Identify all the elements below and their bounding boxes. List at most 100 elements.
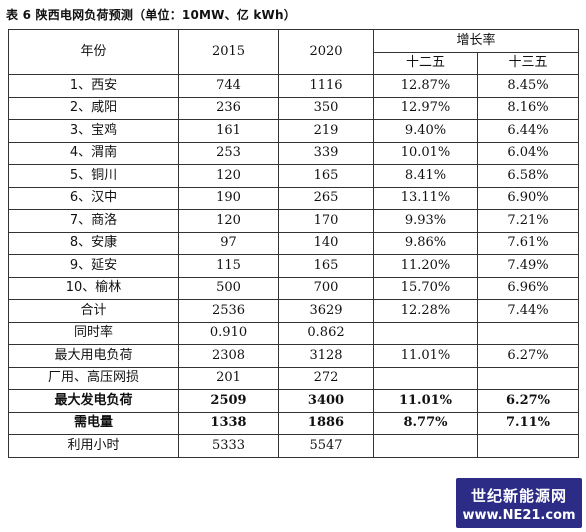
- table-row: 9、延安 115 165 11.20% 7.49%: [8, 254, 580, 278]
- row-name-cell: 厂用、高压网损: [8, 366, 179, 390]
- value-2020-cell: 3400: [278, 389, 374, 413]
- growth-12th-cell: [373, 366, 478, 390]
- growth-12th-cell: 11.20%: [373, 254, 478, 278]
- growth-13th-cell: 7.11%: [476, 411, 580, 435]
- growth-12th-cell: 15.70%: [373, 276, 478, 300]
- growth-13th-cell: 6.90%: [476, 186, 580, 210]
- value-2020-cell: 1886: [278, 411, 374, 435]
- growth-12th-cell: [373, 321, 478, 345]
- row-name-cell: 6、汉中: [8, 186, 179, 210]
- growth-13th-cell: 8.45%: [476, 74, 580, 98]
- growth-13th-cell: [476, 366, 580, 390]
- row-name-cell: 2、咸阳: [8, 96, 179, 120]
- growth-12th-cell: 11.01%: [373, 344, 478, 368]
- row-name-cell: 最大用电负荷: [8, 344, 179, 368]
- year-header: 年份: [8, 29, 179, 75]
- value-2015-cell: 2536: [178, 299, 279, 323]
- value-2020-cell: 350: [278, 96, 374, 120]
- value-2015-cell: 744: [178, 74, 279, 98]
- site-watermark: 世纪新能源网 www.NE21.com: [456, 478, 582, 528]
- growth-12th-cell: 9.86%: [373, 231, 478, 255]
- growth-13th-cell: [476, 321, 580, 345]
- value-2020-cell: 165: [278, 254, 374, 278]
- table-row: 最大用电负荷 2308 3128 11.01% 6.27%: [8, 344, 580, 368]
- row-name-cell: 7、商洛: [8, 209, 179, 233]
- value-2015-cell: 97: [178, 231, 279, 255]
- value-2015-cell: 236: [178, 96, 279, 120]
- row-name-cell: 利用小时: [8, 434, 179, 458]
- row-name-cell: 4、渭南: [8, 141, 179, 165]
- table-row: 同时率 0.910 0.862: [8, 321, 580, 345]
- row-name-cell: 9、延安: [8, 254, 179, 278]
- table-row: 7、商洛 120 170 9.93% 7.21%: [8, 209, 580, 233]
- row-name-cell: 3、宝鸡: [8, 119, 179, 143]
- value-2015-cell: 201: [178, 366, 279, 390]
- growth-13th-cell: 6.58%: [476, 164, 580, 188]
- growth-12th-cell: 12.87%: [373, 74, 478, 98]
- value-2015-cell: 1338: [178, 411, 279, 435]
- value-2020-cell: 170: [278, 209, 374, 233]
- table-row: 6、汉中 190 265 13.11% 6.90%: [8, 186, 580, 210]
- watermark-url: www.NE21.com: [462, 508, 576, 523]
- value-2015-cell: 2509: [178, 389, 279, 413]
- growth-12th-cell: 9.40%: [373, 119, 478, 143]
- table-row: 厂用、高压网损 201 272: [8, 366, 580, 390]
- value-2020-cell: 219: [278, 119, 374, 143]
- table-row: 10、榆林 500 700 15.70% 6.96%: [8, 276, 580, 300]
- growth-12th-cell: 12.28%: [373, 299, 478, 323]
- row-name-cell: 合计: [8, 299, 179, 323]
- value-2015-cell: 161: [178, 119, 279, 143]
- growth-13th-cell: 8.16%: [476, 96, 580, 120]
- table-row: 需电量 1338 1886 8.77% 7.11%: [8, 411, 580, 435]
- growth-12th-cell: 13.11%: [373, 186, 478, 210]
- watermark-title: 世纪新能源网: [470, 487, 567, 505]
- row-name-cell: 最大发电负荷: [8, 389, 179, 413]
- table-row: 5、铜川 120 165 8.41% 6.58%: [8, 164, 580, 188]
- table-row: 3、宝鸡 161 219 9.40% 6.44%: [8, 119, 580, 143]
- table-row: 合计 2536 3629 12.28% 7.44%: [8, 299, 580, 323]
- value-2015-cell: 2308: [178, 344, 279, 368]
- period-12th-header: 十二五: [373, 51, 478, 75]
- value-2020-cell: 165: [278, 164, 374, 188]
- value-2015-cell: 253: [178, 141, 279, 165]
- table-row: 1、西安 744 1116 12.87% 8.45%: [8, 74, 580, 98]
- table-row: 8、安康 97 140 9.86% 7.61%: [8, 231, 580, 255]
- row-name-cell: 需电量: [8, 411, 179, 435]
- value-2015-cell: 115: [178, 254, 279, 278]
- row-name-cell: 1、西安: [8, 74, 179, 98]
- growth-13th-cell: [476, 434, 580, 458]
- growth-13th-cell: 6.44%: [476, 119, 580, 143]
- table-body: 1、西安 744 1116 12.87% 8.45% 2、咸阳 236 350 12.97% 8.…: [8, 74, 580, 458]
- growth-rate-header: 增长率: [372, 29, 580, 53]
- value-2015-cell: 190: [178, 186, 279, 210]
- table-row: 4、渭南 253 339 10.01% 6.04%: [8, 141, 580, 165]
- growth-13th-cell: 7.44%: [476, 299, 580, 323]
- value-2020-cell: 0.862: [278, 321, 374, 345]
- growth-12th-cell: 12.97%: [373, 96, 478, 120]
- row-name-cell: 8、安康: [8, 231, 179, 255]
- growth-13th-cell: 6.27%: [476, 344, 580, 368]
- value-2015-cell: 120: [178, 164, 279, 188]
- growth-12th-cell: 9.93%: [373, 209, 478, 233]
- value-2020-cell: 5547: [278, 434, 374, 458]
- row-name-cell: 5、铜川: [8, 164, 179, 188]
- column-header-2015: 2015: [178, 29, 279, 75]
- column-header-2020: 2020: [278, 29, 374, 75]
- value-2015-cell: 120: [178, 209, 279, 233]
- growth-13th-cell: 6.96%: [476, 276, 580, 300]
- table-row: 最大发电负荷 2509 3400 11.01% 6.27%: [8, 389, 580, 413]
- load-forecast-table: 年份 2015 2020 增长率 十二五 十三五 1、西安 744 1116 12.8…: [8, 29, 580, 458]
- growth-12th-cell: 11.01%: [373, 389, 478, 413]
- value-2020-cell: 700: [278, 276, 374, 300]
- growth-12th-cell: 8.41%: [373, 164, 478, 188]
- value-2015-cell: 0.910: [178, 321, 279, 345]
- table-caption: 表 6 陕西电网负荷预测（单位：10MW、亿 kWh）: [6, 8, 296, 22]
- value-2015-cell: 5333: [178, 434, 279, 458]
- growth-12th-cell: 8.77%: [373, 411, 478, 435]
- value-2020-cell: 272: [278, 366, 374, 390]
- table-row: 2、咸阳 236 350 12.97% 8.16%: [8, 96, 580, 120]
- period-13th-header: 十三五: [476, 51, 580, 75]
- growth-12th-cell: 10.01%: [373, 141, 478, 165]
- value-2020-cell: 3128: [278, 344, 374, 368]
- growth-13th-cell: 6.04%: [476, 141, 580, 165]
